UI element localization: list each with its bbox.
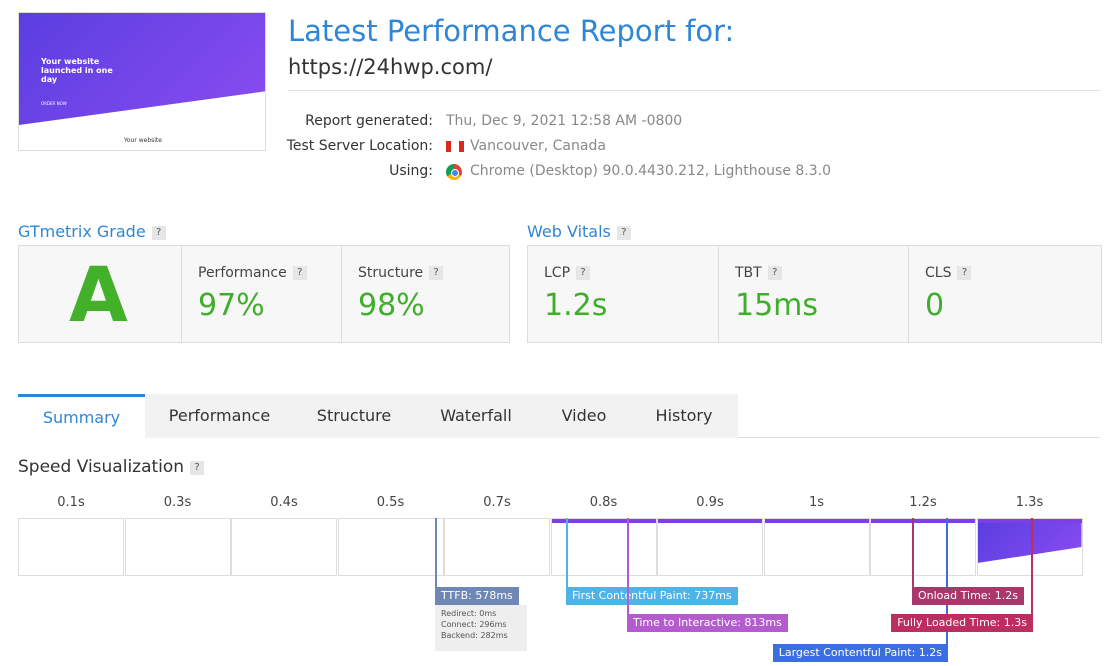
report-url: https://24hwp.com/: [288, 55, 493, 79]
marker-line: [1031, 518, 1033, 615]
help-badge[interactable]: ?: [576, 266, 591, 280]
frame: [550, 518, 657, 576]
report-value: Vancouver, Canada: [470, 138, 606, 154]
frame: [231, 518, 337, 576]
report-title: Latest Performance Report for:: [288, 14, 735, 48]
metric: TBT? 15ms: [718, 246, 909, 342]
frame: [763, 518, 870, 576]
help-badge[interactable]: ?: [190, 461, 205, 475]
marker-line: [627, 518, 629, 615]
marker-line: [435, 518, 437, 588]
tab[interactable]: Performance: [145, 394, 294, 438]
metric: LCP? 1.2s: [528, 246, 718, 342]
speed-title: Speed Visualization: [18, 457, 185, 477]
help-badge[interactable]: ?: [767, 266, 782, 280]
help-badge[interactable]: ?: [429, 266, 444, 280]
metric: Structure? 98%: [341, 246, 510, 342]
tab[interactable]: Structure: [294, 394, 414, 438]
site-thumbnail[interactable]: Your website launched in one day ORDER N…: [18, 12, 266, 151]
frame: [976, 518, 1083, 576]
section-title: Web Vitals?: [527, 222, 631, 241]
marker-line: [566, 518, 568, 588]
report-label: Report generated:: [305, 113, 433, 129]
help-badge[interactable]: ?: [151, 226, 166, 240]
metric-label: CLS: [925, 265, 952, 281]
grade-letter: A: [69, 250, 128, 339]
detail: Connect: 296ms: [441, 620, 507, 629]
marker-label: Fully Loaded Time: 1.3s: [891, 614, 1033, 632]
marker-label: TTFB: 578ms: [435, 587, 519, 605]
frame: [870, 518, 976, 576]
grade-box: A Performance? 97% Structure? 98%: [18, 245, 510, 343]
divider: [288, 90, 1100, 91]
marker-label: Time to Interactive: 813ms: [627, 614, 788, 632]
frame-time: 0.5s: [376, 495, 405, 510]
marker-label: Largest Contentful Paint: 1.2s: [772, 644, 948, 662]
metric: CLS? 0: [908, 246, 1102, 342]
metric-value: 97%: [198, 288, 265, 323]
frame-time: 0.3s: [163, 495, 192, 510]
metric-label: TBT: [735, 265, 762, 281]
help-badge[interactable]: ?: [292, 266, 307, 280]
metric: Performance? 97%: [181, 246, 342, 342]
metric-value: 98%: [358, 288, 425, 323]
marker-line: [946, 518, 948, 645]
metric-value: 1.2s: [544, 288, 608, 323]
frame-time: 0.7s: [483, 495, 511, 510]
marker-label: First Contentful Paint: 737ms: [566, 587, 738, 605]
frame-time: 0.9s: [696, 495, 724, 510]
vitals-box: LCP? 1.2s TBT? 15ms CLS? 0: [527, 245, 1102, 343]
metric-label: Performance: [198, 265, 287, 281]
flag-icon: [446, 141, 464, 152]
tab-active[interactable]: Summary: [18, 394, 145, 438]
help-badge[interactable]: ?: [616, 226, 631, 240]
frame: [444, 518, 550, 576]
help-badge[interactable]: ?: [957, 266, 972, 280]
metric-label: LCP: [544, 265, 571, 281]
ttfb-details: Redirect: 0ms Connect: 296ms Backend: 28…: [435, 605, 527, 651]
frame-time: 0.1s: [57, 495, 85, 510]
detail: Redirect: 0ms: [441, 609, 497, 618]
tab[interactable]: Video: [538, 394, 630, 438]
section-title: GTmetrix Grade?: [18, 222, 166, 241]
frame: [124, 518, 231, 576]
marker-line: [912, 518, 914, 588]
frame-time: 1.3s: [1015, 495, 1044, 510]
report-label: Test Server Location:: [286, 138, 433, 154]
metric-value: 0: [925, 288, 945, 323]
marker-label: Onload Time: 1.2s: [912, 587, 1024, 605]
frame: [18, 518, 124, 576]
frame-time: 1s: [808, 495, 825, 510]
detail: Backend: 282ms: [441, 631, 508, 640]
report-value: Thu, Dec 9, 2021 12:58 AM -0800: [446, 113, 683, 129]
thumb-headline: Your website launched in one day: [41, 57, 113, 84]
frame: [657, 518, 763, 576]
frame-time: 1.2s: [909, 495, 937, 510]
frame-hero: [977, 523, 1082, 563]
report-value: Chrome (Desktop) 90.0.4430.212, Lighthou…: [470, 163, 832, 179]
report-label: Using:: [389, 163, 433, 179]
speed-title-row: Speed Visualization?: [18, 457, 205, 477]
frame: [337, 518, 444, 576]
chrome-icon: [446, 164, 462, 180]
metric-value: 15ms: [735, 288, 819, 323]
grade-title: GTmetrix Grade: [18, 222, 146, 241]
frame-time: 0.4s: [270, 495, 298, 510]
tab[interactable]: History: [630, 394, 738, 438]
thumb-footer: Your website: [124, 137, 162, 144]
tab[interactable]: Waterfall: [414, 394, 538, 438]
frame-time: 0.8s: [589, 495, 618, 510]
vitals-title: Web Vitals: [527, 222, 611, 241]
thumb-button: ORDER NOW: [41, 101, 67, 106]
metric-label: Structure: [358, 265, 424, 281]
